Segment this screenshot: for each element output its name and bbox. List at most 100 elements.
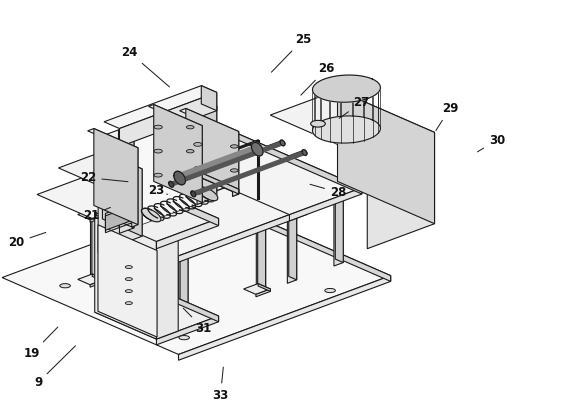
Polygon shape	[258, 283, 270, 291]
Polygon shape	[132, 148, 138, 227]
Text: 28: 28	[310, 184, 346, 199]
Polygon shape	[104, 130, 134, 142]
Polygon shape	[186, 108, 239, 194]
Polygon shape	[169, 181, 173, 187]
Polygon shape	[289, 208, 297, 280]
Polygon shape	[104, 86, 217, 129]
Polygon shape	[302, 150, 307, 155]
Polygon shape	[148, 126, 362, 215]
Polygon shape	[149, 104, 202, 127]
Polygon shape	[186, 166, 239, 194]
Polygon shape	[201, 169, 209, 242]
Polygon shape	[178, 318, 193, 326]
Polygon shape	[169, 181, 178, 253]
Polygon shape	[90, 214, 105, 222]
Text: 26: 26	[301, 62, 335, 95]
Polygon shape	[78, 274, 105, 285]
Polygon shape	[256, 223, 266, 295]
Polygon shape	[168, 184, 178, 256]
Polygon shape	[258, 219, 270, 227]
Polygon shape	[280, 140, 285, 146]
Polygon shape	[174, 171, 185, 185]
Polygon shape	[179, 252, 188, 324]
Polygon shape	[160, 181, 178, 188]
Polygon shape	[90, 279, 105, 287]
Polygon shape	[119, 137, 134, 233]
Polygon shape	[119, 92, 217, 147]
Ellipse shape	[125, 302, 132, 305]
Polygon shape	[202, 106, 217, 203]
Polygon shape	[243, 219, 270, 229]
Text: 30: 30	[477, 133, 505, 152]
Polygon shape	[312, 75, 380, 102]
Polygon shape	[191, 169, 209, 176]
Ellipse shape	[60, 284, 71, 288]
Ellipse shape	[230, 169, 238, 172]
Polygon shape	[338, 90, 435, 224]
Text: 19: 19	[24, 327, 58, 360]
Polygon shape	[201, 86, 217, 111]
Polygon shape	[232, 189, 239, 196]
Polygon shape	[171, 248, 188, 255]
Polygon shape	[170, 180, 182, 188]
Polygon shape	[199, 173, 209, 245]
Polygon shape	[166, 247, 193, 258]
Polygon shape	[174, 143, 263, 181]
Polygon shape	[179, 275, 390, 360]
Ellipse shape	[125, 278, 132, 280]
Ellipse shape	[325, 288, 335, 293]
Text: 22: 22	[80, 171, 128, 184]
Ellipse shape	[186, 125, 194, 129]
Polygon shape	[119, 130, 134, 228]
Polygon shape	[88, 129, 138, 150]
Polygon shape	[178, 208, 308, 262]
Polygon shape	[157, 191, 219, 226]
Polygon shape	[166, 146, 308, 214]
Polygon shape	[179, 166, 239, 191]
Polygon shape	[2, 199, 390, 354]
Ellipse shape	[193, 191, 202, 194]
Polygon shape	[166, 312, 193, 323]
Polygon shape	[243, 283, 270, 294]
Text: 23: 23	[148, 184, 168, 197]
Polygon shape	[191, 150, 307, 195]
Polygon shape	[256, 224, 270, 232]
Polygon shape	[289, 188, 362, 221]
Polygon shape	[198, 187, 218, 201]
Ellipse shape	[154, 149, 162, 153]
Text: 21: 21	[83, 207, 111, 222]
Polygon shape	[170, 245, 182, 253]
Polygon shape	[153, 104, 202, 203]
Polygon shape	[256, 289, 270, 297]
Polygon shape	[95, 191, 219, 242]
Ellipse shape	[103, 246, 114, 250]
Text: 9: 9	[34, 346, 75, 389]
Ellipse shape	[193, 166, 202, 170]
Polygon shape	[37, 146, 308, 256]
Polygon shape	[98, 169, 142, 252]
Polygon shape	[252, 143, 263, 156]
Polygon shape	[92, 209, 105, 217]
Polygon shape	[201, 99, 217, 197]
Ellipse shape	[193, 143, 202, 146]
Text: 33: 33	[212, 367, 229, 402]
Ellipse shape	[154, 125, 162, 129]
Polygon shape	[105, 206, 131, 230]
Polygon shape	[102, 152, 142, 236]
Polygon shape	[258, 219, 266, 291]
Polygon shape	[155, 180, 182, 191]
Polygon shape	[248, 219, 266, 226]
Polygon shape	[95, 289, 219, 339]
Ellipse shape	[125, 265, 132, 268]
Polygon shape	[312, 116, 380, 143]
Polygon shape	[58, 152, 142, 185]
Ellipse shape	[179, 336, 189, 340]
Polygon shape	[247, 152, 255, 224]
Ellipse shape	[125, 290, 132, 293]
Polygon shape	[94, 129, 138, 225]
Polygon shape	[238, 152, 255, 159]
Polygon shape	[169, 140, 285, 185]
Text: 29: 29	[436, 102, 458, 130]
Polygon shape	[180, 248, 188, 320]
Polygon shape	[368, 133, 435, 249]
